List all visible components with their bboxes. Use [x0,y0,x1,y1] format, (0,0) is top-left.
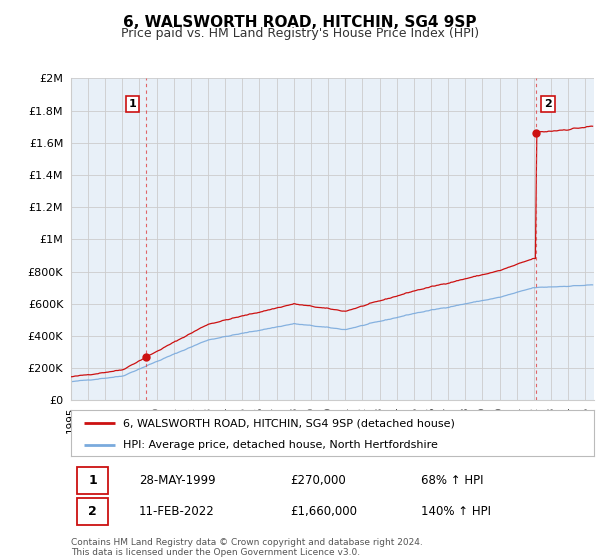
Text: Price paid vs. HM Land Registry's House Price Index (HPI): Price paid vs. HM Land Registry's House … [121,27,479,40]
Text: 6, WALSWORTH ROAD, HITCHIN, SG4 9SP (detached house): 6, WALSWORTH ROAD, HITCHIN, SG4 9SP (det… [123,418,455,428]
Text: £1,660,000: £1,660,000 [290,505,358,518]
Text: £270,000: £270,000 [290,474,346,487]
Text: HPI: Average price, detached house, North Hertfordshire: HPI: Average price, detached house, Nort… [123,440,438,450]
Text: 6, WALSWORTH ROAD, HITCHIN, SG4 9SP: 6, WALSWORTH ROAD, HITCHIN, SG4 9SP [123,15,477,30]
FancyBboxPatch shape [77,498,109,525]
Text: 2: 2 [544,99,552,109]
Text: 28-MAY-1999: 28-MAY-1999 [139,474,215,487]
FancyBboxPatch shape [77,467,109,493]
Text: 1: 1 [129,99,137,109]
Text: 11-FEB-2022: 11-FEB-2022 [139,505,215,518]
Text: Contains HM Land Registry data © Crown copyright and database right 2024.
This d: Contains HM Land Registry data © Crown c… [71,538,422,557]
Text: 2: 2 [88,505,97,518]
Text: 1: 1 [88,474,97,487]
Text: 68% ↑ HPI: 68% ↑ HPI [421,474,484,487]
Text: 140% ↑ HPI: 140% ↑ HPI [421,505,491,518]
